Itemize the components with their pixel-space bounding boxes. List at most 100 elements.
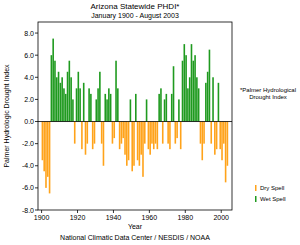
bar	[227, 122, 229, 166]
bar	[155, 122, 157, 144]
bar	[95, 99, 97, 121]
y-tick-label: 8.0	[24, 30, 34, 37]
bar	[104, 94, 106, 122]
bar	[51, 55, 53, 121]
x-tick-label: 1920	[70, 214, 86, 221]
bar	[81, 122, 83, 150]
x-tick-label: 1980	[178, 214, 194, 221]
bar	[144, 122, 146, 144]
bar	[178, 99, 180, 121]
bar	[148, 122, 150, 150]
bar	[106, 99, 108, 121]
bar	[112, 122, 114, 144]
bar	[219, 122, 221, 150]
bar	[131, 122, 133, 172]
bar	[108, 88, 110, 121]
bar	[79, 88, 81, 121]
bar	[63, 88, 65, 121]
y-tick-label: -2.0	[22, 140, 34, 147]
bar	[209, 50, 211, 122]
chart: Arizona Statewide PHDI*January 1900 - Au…	[0, 0, 300, 245]
bar	[142, 122, 144, 177]
subtitle: January 1900 - August 2003	[91, 12, 179, 20]
bar	[151, 122, 153, 144]
bar	[78, 72, 80, 122]
bar	[182, 61, 184, 122]
bar	[65, 94, 67, 122]
bar	[192, 61, 194, 122]
x-tick-label: 1960	[142, 214, 158, 221]
x-tick-label: 2000	[213, 214, 229, 221]
bar	[130, 99, 132, 121]
bar	[149, 122, 151, 155]
y-tick-label: -4.0	[22, 162, 34, 169]
bar	[201, 122, 203, 161]
annotation-line: Drought Index	[249, 94, 287, 100]
bar	[119, 122, 121, 150]
bar	[122, 122, 124, 139]
bar	[200, 122, 202, 144]
bar	[42, 122, 44, 161]
zero-line	[38, 121, 232, 122]
y-tick	[35, 210, 38, 211]
y-tick-label: 0.0	[24, 118, 34, 125]
bar	[99, 72, 101, 122]
bar	[133, 122, 135, 166]
annotation: *Palmer HydrologicalDrought Index	[240, 87, 296, 100]
y-tick	[35, 165, 38, 166]
bar	[110, 94, 112, 122]
x-tick	[149, 210, 150, 213]
bar	[54, 61, 56, 122]
x-axis-label: Year	[128, 223, 143, 230]
bar	[121, 122, 123, 144]
bar	[218, 83, 220, 122]
bar	[194, 55, 196, 121]
bar	[198, 88, 200, 121]
y-tick-label: 6.0	[24, 52, 34, 59]
bar	[184, 44, 186, 121]
bar	[113, 122, 115, 139]
bar	[173, 66, 175, 121]
bar	[221, 122, 223, 161]
bar	[196, 77, 198, 121]
bar	[205, 83, 207, 122]
bar	[85, 122, 87, 155]
bar	[69, 61, 71, 122]
y-tick	[35, 77, 38, 78]
y-tick	[35, 143, 38, 144]
bar	[47, 122, 49, 177]
bar	[158, 94, 160, 122]
bar	[223, 122, 225, 144]
bars	[42, 39, 229, 194]
bar	[124, 122, 126, 155]
bar	[191, 44, 193, 121]
legend-label: Wet Spell	[260, 196, 286, 202]
bar	[210, 122, 212, 144]
bar	[126, 122, 128, 166]
bar	[176, 122, 178, 139]
bar	[90, 94, 92, 122]
bar	[153, 122, 155, 150]
bar	[52, 39, 54, 122]
bar	[88, 88, 90, 121]
legend-swatch	[255, 185, 257, 191]
bar	[83, 83, 85, 122]
bar	[45, 122, 47, 188]
bar	[187, 88, 189, 121]
y-axis-label: Palmer Hydrologic Drought Index	[3, 64, 11, 168]
y-tick	[35, 121, 38, 122]
bar	[137, 122, 139, 161]
y-tick-label: -6.0	[22, 184, 34, 191]
bar	[43, 122, 45, 172]
bar	[56, 77, 58, 121]
bar	[135, 94, 137, 122]
x-tick-label: 1900	[34, 214, 50, 221]
bar	[207, 72, 209, 122]
bar	[146, 99, 148, 121]
y-tick-label: 4.0	[24, 74, 34, 81]
bar	[128, 122, 130, 161]
bar	[74, 122, 76, 144]
bar	[101, 122, 103, 144]
bar	[103, 122, 105, 166]
bar	[169, 122, 171, 150]
